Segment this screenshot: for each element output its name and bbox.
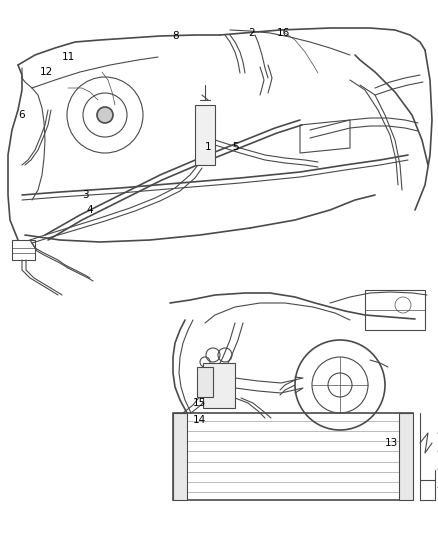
Text: 6: 6 xyxy=(18,110,25,120)
Text: 16: 16 xyxy=(277,28,290,38)
Polygon shape xyxy=(203,363,235,408)
Text: 12: 12 xyxy=(40,67,53,77)
Text: 11: 11 xyxy=(62,52,75,62)
Text: 8: 8 xyxy=(172,31,179,41)
Circle shape xyxy=(97,107,113,123)
Text: 5: 5 xyxy=(232,142,239,152)
Text: 15: 15 xyxy=(193,398,206,408)
Text: 14: 14 xyxy=(193,415,206,425)
Text: 2: 2 xyxy=(248,28,254,38)
Polygon shape xyxy=(173,413,187,500)
Text: 3: 3 xyxy=(82,190,88,200)
Text: 4: 4 xyxy=(86,205,92,215)
Polygon shape xyxy=(197,367,213,397)
Text: 13: 13 xyxy=(385,438,398,448)
Polygon shape xyxy=(399,413,413,500)
Text: 1: 1 xyxy=(205,142,212,152)
Polygon shape xyxy=(195,105,215,165)
